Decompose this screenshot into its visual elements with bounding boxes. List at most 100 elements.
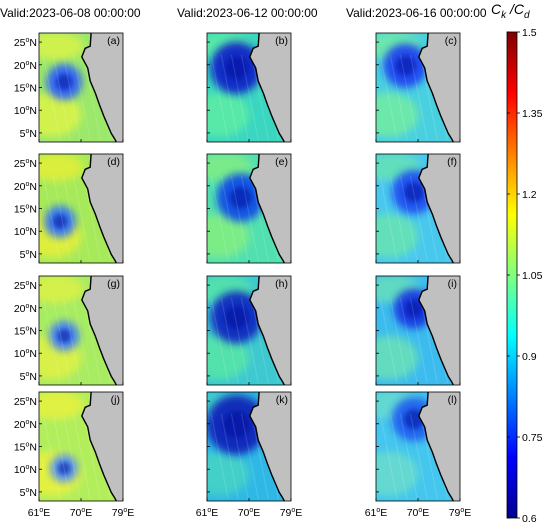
map-panel-i: (i) bbox=[375, 275, 461, 386]
field bbox=[376, 33, 460, 142]
column-title-1: Valid:2023-06-08 00:00:00 bbox=[0, 6, 141, 20]
coastline bbox=[418, 392, 454, 501]
land-mass bbox=[249, 154, 291, 263]
map-panel-b: (b) bbox=[206, 32, 292, 143]
map-panel-d: (d) bbox=[38, 153, 124, 264]
colorbar-tick-label: 0.75 bbox=[522, 432, 543, 444]
lat-tick-label: 20oN bbox=[14, 419, 37, 431]
coastline bbox=[418, 154, 454, 263]
lon-tick-label: 61oE bbox=[28, 507, 51, 519]
land-mass bbox=[249, 392, 291, 501]
lat-tick-label: 10oN bbox=[14, 464, 37, 476]
field bbox=[376, 392, 460, 501]
field bbox=[39, 392, 123, 501]
land-mass bbox=[81, 33, 123, 142]
coastline bbox=[418, 276, 454, 385]
colorbar-label: Ck /Cd bbox=[491, 1, 530, 21]
panel-label: (l) bbox=[448, 394, 457, 406]
lat-tick-label: 20oN bbox=[14, 60, 37, 72]
panel-label: (g) bbox=[107, 278, 120, 290]
coastline bbox=[249, 154, 285, 263]
land-mass bbox=[249, 33, 291, 142]
coastline bbox=[418, 33, 454, 142]
coastline bbox=[249, 33, 285, 142]
panel-label: (h) bbox=[275, 278, 288, 290]
map-panel-j: (j) bbox=[38, 391, 124, 502]
lat-tick-label: 10oN bbox=[14, 348, 37, 360]
lat-tick-label: 5oN bbox=[20, 371, 37, 383]
lon-tick-label: 70oE bbox=[238, 507, 261, 519]
map-panels: (a) (b) (c) (d) (e) (f) (g) (h) (i) (j) (k) (l) bbox=[38, 32, 461, 502]
panel-label: (d) bbox=[107, 156, 120, 168]
coastline bbox=[249, 276, 285, 385]
colorbar-tick-label: 1.35 bbox=[522, 108, 543, 120]
column-title-2: Valid:2023-06-12 00:00:00 bbox=[177, 6, 318, 20]
map-panel-l: (l) bbox=[375, 391, 461, 502]
coastline bbox=[249, 392, 285, 501]
field bbox=[39, 33, 123, 142]
land-mass bbox=[81, 154, 123, 263]
colorbar-tick-label: 1.05 bbox=[522, 270, 543, 282]
map-panel-h: (h) bbox=[206, 275, 292, 386]
panel-label: (j) bbox=[111, 394, 120, 406]
lat-tick-label: 25oN bbox=[14, 396, 37, 408]
lat-tick-label: 5oN bbox=[20, 487, 37, 499]
field bbox=[39, 154, 123, 263]
lat-tick-label: 25oN bbox=[14, 280, 37, 292]
lon-tick-label: 79oE bbox=[112, 507, 135, 519]
panel-label: (c) bbox=[445, 35, 457, 47]
lat-tick-label: 5oN bbox=[20, 128, 37, 140]
lat-tick-label: 25oN bbox=[14, 37, 37, 49]
colorbar: 1.5 1.35 1.2 1.05 0.9 0.75 0.6 Ck /Cd bbox=[491, 1, 543, 525]
field bbox=[207, 276, 291, 385]
lat-tick-label: 20oN bbox=[14, 181, 37, 193]
column-title-3: Valid:2023-06-16 00:00:00 bbox=[346, 6, 487, 20]
field bbox=[376, 154, 460, 263]
field bbox=[207, 154, 291, 263]
map-panel-e: (e) bbox=[206, 153, 292, 264]
land-mass bbox=[81, 276, 123, 385]
colorbar-tick-label: 0.9 bbox=[522, 351, 537, 363]
panel-label: (e) bbox=[275, 156, 288, 168]
land-mass bbox=[418, 276, 460, 385]
land-mass bbox=[418, 154, 460, 263]
map-panel-k: (k) bbox=[206, 391, 292, 502]
lat-tick-label: 10oN bbox=[14, 105, 37, 117]
lat-tick-label: 15oN bbox=[14, 442, 37, 454]
land-mass bbox=[249, 276, 291, 385]
panel-label: (i) bbox=[448, 278, 457, 290]
lon-tick-label: 79oE bbox=[280, 507, 303, 519]
panel-label: (f) bbox=[447, 156, 457, 168]
coastline bbox=[81, 392, 117, 501]
land-mass bbox=[418, 392, 460, 501]
lon-tick-label: 70oE bbox=[70, 507, 93, 519]
lat-tick-label: 20oN bbox=[14, 303, 37, 315]
lat-tick-label: 15oN bbox=[14, 326, 37, 338]
land-mass bbox=[418, 33, 460, 142]
map-panel-f: (f) bbox=[375, 153, 461, 264]
panel-label: (a) bbox=[107, 35, 120, 47]
land-mass bbox=[81, 392, 123, 501]
lat-tick-label: 15oN bbox=[14, 204, 37, 216]
panel-label: (k) bbox=[276, 394, 288, 406]
lon-tick-label: 61oE bbox=[365, 507, 388, 519]
colorbar-tick-label: 0.6 bbox=[522, 513, 537, 525]
map-panel-a: (a) bbox=[38, 32, 124, 143]
lon-tick-label: 79oE bbox=[449, 507, 472, 519]
field bbox=[39, 276, 123, 385]
map-panel-c: (c) bbox=[375, 32, 461, 143]
coastline bbox=[81, 276, 117, 385]
colorbar-tick-label: 1.5 bbox=[522, 27, 537, 39]
lat-tick-label: 15oN bbox=[14, 83, 37, 95]
coastline bbox=[81, 33, 117, 142]
colorbar-ticks: 1.5 1.35 1.2 1.05 0.9 0.75 0.6 bbox=[507, 27, 543, 525]
lon-tick-label: 70oE bbox=[407, 507, 430, 519]
colorbar-tick-label: 1.2 bbox=[522, 189, 537, 201]
coastline bbox=[81, 154, 117, 263]
lat-tick-label: 5oN bbox=[20, 249, 37, 261]
field bbox=[207, 33, 291, 142]
lat-tick-label: 10oN bbox=[14, 226, 37, 238]
panel-label: (b) bbox=[275, 35, 288, 47]
map-panel-g: (g) bbox=[38, 275, 124, 386]
